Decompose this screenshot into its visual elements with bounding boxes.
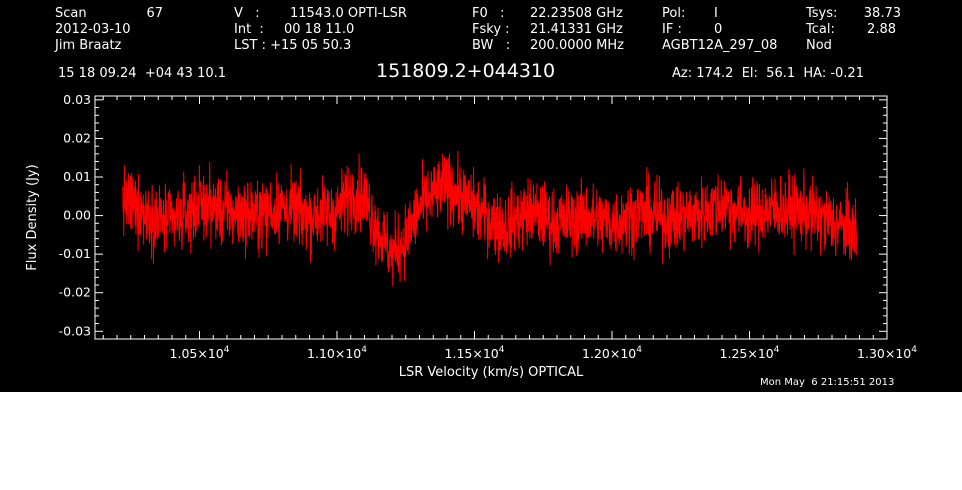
scan-label: Scan — [55, 6, 87, 21]
plot-window: Scan 67 V : 11543.0 OPTI-LSR F0 : 22.235… — [0, 0, 962, 392]
y-tick-label: -0.03 — [59, 323, 91, 338]
tsys-label: Tsys: — [806, 6, 838, 21]
fsky-value: 21.41331 GHz — [530, 22, 623, 37]
v-label: V : — [234, 6, 260, 21]
source-name: 151809.2+044310 — [376, 60, 556, 82]
y-axis-title: Flux Density (Jy) — [25, 164, 40, 270]
footer-timestamp: Mon May 6 21:15:51 2013 — [760, 377, 895, 388]
observer-name: Jim Braatz — [55, 38, 122, 53]
x-tick-label: 1.25×104 — [720, 345, 780, 361]
x-tick-exponent: 4 — [774, 345, 780, 355]
source-coordinates: 15 18 09.24 +04 43 10.1 — [58, 66, 227, 81]
pol-value: I — [714, 6, 718, 21]
bw-label: BW : — [472, 38, 511, 53]
y-tick-label: -0.02 — [59, 285, 91, 300]
y-tick-label: 0.02 — [63, 130, 91, 145]
f0-value: 22.23508 GHz — [530, 6, 623, 21]
project-id: AGBT12A_297_08 — [662, 38, 778, 53]
x-tick-exponent: 4 — [499, 345, 505, 355]
x-tick-label: 1.10×104 — [307, 345, 367, 361]
tcal-value: 2.88 — [867, 22, 896, 37]
spectrum-chart: 1.05×104 1.10×104 1.15×104 1.20×104 1.25×104… — [25, 92, 918, 380]
lst-value: LST : +15 05 50.3 — [234, 38, 352, 53]
scan-number: 67 — [146, 6, 163, 21]
bw-value: 200.0000 MHz — [530, 38, 624, 53]
x-tick-exponent: 4 — [636, 345, 642, 355]
x-tick-exponent: 4 — [224, 345, 230, 355]
x-tick-label: 1.20×104 — [582, 345, 642, 361]
proc-mode: Nod — [806, 38, 832, 53]
y-tick-label: -0.01 — [59, 246, 91, 261]
spectrum-trace-layer — [122, 150, 858, 287]
fsky-label: Fsky : — [472, 22, 510, 37]
observation-date: 2012-03-10 — [55, 22, 131, 37]
y-tick-label: 0.00 — [63, 208, 91, 223]
x-tick-label: 1.30×104 — [857, 345, 917, 361]
axes-layer: 1.05×104 1.10×104 1.15×104 1.20×104 1.25×104… — [59, 92, 918, 361]
if-label: IF : — [662, 22, 682, 37]
pol-label: Pol: — [662, 6, 686, 21]
x-tick-exponent: 4 — [361, 345, 367, 355]
y-tick-label: 0.03 — [63, 92, 91, 107]
f0-label: F0 : — [472, 6, 505, 21]
tsys-value: 38.73 — [863, 6, 901, 21]
az-el-ha: Az: 174.2 El: 56.1 HA: -0.21 — [672, 66, 864, 81]
int-label: Int : — [234, 22, 264, 37]
v-value: 11543.0 OPTI-LSR — [290, 6, 407, 21]
tcal-label: Tcal: — [806, 22, 835, 37]
spectrum-line — [122, 150, 858, 287]
plot-frame — [94, 95, 888, 340]
x-axis-title: LSR Velocity (km/s) OPTICAL — [399, 365, 584, 380]
x-tick-label: 1.15×104 — [445, 345, 505, 361]
if-value: 0 — [714, 22, 723, 37]
int-value: 00 18 11.0 — [284, 22, 355, 37]
x-tick-exponent: 4 — [911, 345, 917, 355]
y-tick-label: 0.01 — [63, 169, 91, 184]
x-tick-label: 1.05×104 — [170, 345, 230, 361]
